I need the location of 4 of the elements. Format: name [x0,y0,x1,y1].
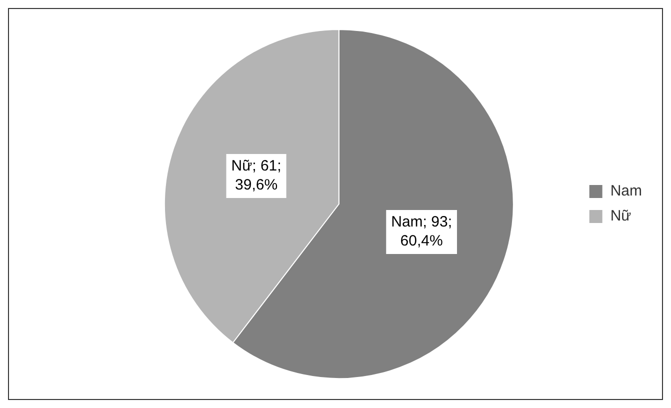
data-label: Nam; 93; 60,4% [391,214,452,250]
data-label: Nữ; 61; 39,6% [231,158,282,194]
legend-label: Nữ [610,208,632,225]
legend-label: Nam [610,182,642,200]
